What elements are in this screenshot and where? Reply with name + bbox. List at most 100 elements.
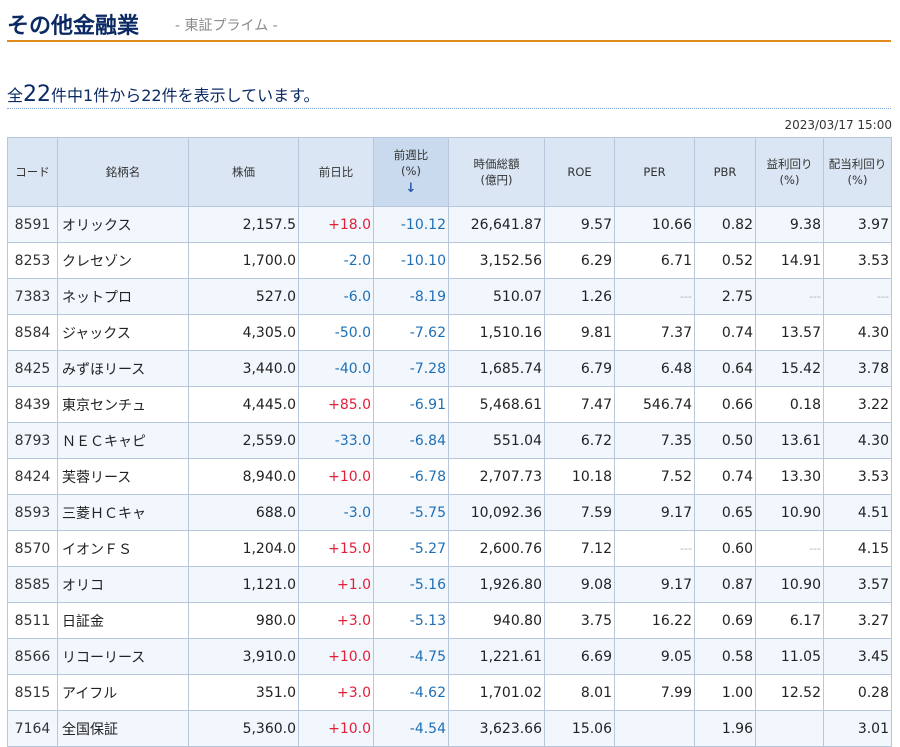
cell-code[interactable]: 8593 — [7, 494, 58, 531]
col-header-day-change[interactable]: 前日比 — [298, 137, 374, 207]
cell-earnings-yield: 13.30 — [755, 458, 824, 495]
cell-code[interactable]: 7383 — [7, 278, 58, 315]
market-subtitle: - 東証プライム - — [175, 18, 278, 34]
table-row[interactable]: 8585 オリコ 1,121.0 +1.0 -5.16 1,926.80 9.08 9.17 0… — [7, 566, 892, 603]
cell-name[interactable]: 三菱ＨＣキャ — [57, 494, 189, 531]
cell-earnings-yield: 15.42 — [755, 350, 824, 387]
table-row[interactable]: 8511 日証金 980.0 +3.0 -5.13 940.80 3.75 16.22 0.69… — [7, 602, 892, 639]
cell-day-change: -6.0 — [298, 278, 374, 315]
cell-dividend-yield: --- — [823, 278, 892, 315]
cell-code[interactable]: 8515 — [7, 674, 58, 711]
col-header-earnings-yield[interactable]: 益利回り (%) — [755, 137, 824, 207]
table-row[interactable]: 8793 ＮＥＣキャピ 2,559.0 -33.0 -6.84 551.04 6.72 7.3… — [7, 422, 892, 459]
cell-pbr: 0.65 — [694, 494, 756, 531]
col-header-roe[interactable]: ROE — [544, 137, 615, 207]
cell-code[interactable]: 7164 — [7, 710, 58, 747]
cell-market-cap: 940.80 — [448, 602, 545, 639]
cell-name[interactable]: リコーリース — [57, 638, 189, 675]
col-header-pbr[interactable]: PBR — [694, 137, 756, 207]
cell-market-cap: 3,152.56 — [448, 242, 545, 279]
col-header-name[interactable]: 銘柄名 — [57, 137, 189, 207]
cell-dividend-yield: 4.51 — [823, 494, 892, 531]
cell-market-cap: 1,685.74 — [448, 350, 545, 387]
cell-name[interactable]: アイフル — [57, 674, 189, 711]
cell-code[interactable]: 8424 — [7, 458, 58, 495]
col-header-per[interactable]: PER — [614, 137, 695, 207]
result-to: 22 — [141, 86, 162, 105]
cell-day-change: +18.0 — [298, 206, 374, 243]
table-row[interactable]: 8425 みずほリース 3,440.0 -40.0 -7.28 1,685.74 6.79 6… — [7, 350, 892, 387]
cell-name[interactable]: ジャックス — [57, 314, 189, 351]
cell-earnings-yield: 10.90 — [755, 494, 824, 531]
cell-roe: 8.01 — [544, 674, 615, 711]
cell-day-change: +1.0 — [298, 566, 374, 603]
cell-name[interactable]: イオンＦＳ — [57, 530, 189, 567]
table-row[interactable]: 8253 クレセゾン 1,700.0 -2.0 -10.10 3,152.56 6.29 6.… — [7, 242, 892, 279]
cell-roe: 9.57 — [544, 206, 615, 243]
cell-code[interactable]: 8253 — [7, 242, 58, 279]
cell-name[interactable]: 全国保証 — [57, 710, 189, 747]
table-row[interactable]: 7383 ネットプロ 527.0 -6.0 -8.19 510.07 1.26 --- 2.75… — [7, 278, 892, 315]
cell-roe: 6.69 — [544, 638, 615, 675]
result-prefix: 全 — [7, 86, 24, 105]
result-total: 22 — [23, 82, 52, 107]
cell-dividend-yield: 0.28 — [823, 674, 892, 711]
table-row[interactable]: 8584 ジャックス 4,305.0 -50.0 -7.62 1,510.16 9.81 7.… — [7, 314, 892, 351]
cell-name[interactable]: クレセゾン — [57, 242, 189, 279]
cell-week-change: -5.27 — [373, 530, 449, 567]
col-header-price[interactable]: 株価 — [188, 137, 299, 207]
cell-code[interactable]: 8566 — [7, 638, 58, 675]
cell-earnings-yield: 12.52 — [755, 674, 824, 711]
table-row[interactable]: 8566 リコーリース 3,910.0 +10.0 -4.75 1,221.61 6.69 9… — [7, 638, 892, 675]
table-row[interactable]: 8515 アイフル 351.0 +3.0 -4.62 1,701.02 8.01 7.99 1.… — [7, 674, 892, 711]
cell-roe: 9.81 — [544, 314, 615, 351]
table-row[interactable]: 8593 三菱ＨＣキャ 688.0 -3.0 -5.75 10,092.36 7.59 9.1… — [7, 494, 892, 531]
cell-name[interactable]: ＮＥＣキャピ — [57, 422, 189, 459]
cell-price: 3,910.0 — [188, 638, 299, 675]
cell-code[interactable]: 8425 — [7, 350, 58, 387]
cell-price: 1,700.0 — [188, 242, 299, 279]
cell-per: 9.05 — [614, 638, 695, 675]
result-count: 全22件中1件から22件を表示しています。 — [7, 82, 891, 109]
cell-code[interactable]: 8570 — [7, 530, 58, 567]
cell-day-change: +85.0 — [298, 386, 374, 423]
cell-roe: 3.75 — [544, 602, 615, 639]
cell-roe: 7.59 — [544, 494, 615, 531]
table-row[interactable]: 8591 オリックス 2,157.5 +18.0 -10.12 26,641.87 9.57… — [7, 206, 892, 243]
col-header-week-change[interactable]: 前週比 (%) ↓ — [373, 137, 449, 207]
col-header-dividend-yield[interactable]: 配当利回り (%) — [823, 137, 892, 207]
cell-name[interactable]: 芙蓉リース — [57, 458, 189, 495]
cell-name[interactable]: 東京センチュ — [57, 386, 189, 423]
cell-code[interactable]: 8511 — [7, 602, 58, 639]
cell-code[interactable]: 8793 — [7, 422, 58, 459]
cell-pbr: 0.66 — [694, 386, 756, 423]
col-header-code[interactable]: コード — [7, 137, 58, 207]
cell-pbr: 0.60 — [694, 530, 756, 567]
cell-name[interactable]: みずほリース — [57, 350, 189, 387]
cell-code[interactable]: 8591 — [7, 206, 58, 243]
cell-code[interactable]: 8439 — [7, 386, 58, 423]
cell-dividend-yield: 4.15 — [823, 530, 892, 567]
table-row[interactable]: 8439 東京センチュ 4,445.0 +85.0 -6.91 5,468.61 7.47 5… — [7, 386, 892, 423]
cell-name[interactable]: 日証金 — [57, 602, 189, 639]
cell-per: 7.52 — [614, 458, 695, 495]
cell-roe: 9.08 — [544, 566, 615, 603]
table-row[interactable]: 8424 芙蓉リース 8,940.0 +10.0 -6.78 2,707.73 10.18 7… — [7, 458, 892, 495]
cell-pbr: 1.00 — [694, 674, 756, 711]
cell-dividend-yield: 3.53 — [823, 458, 892, 495]
cell-name[interactable]: オリコ — [57, 566, 189, 603]
cell-week-change: -6.91 — [373, 386, 449, 423]
cell-name[interactable]: ネットプロ — [57, 278, 189, 315]
cell-name[interactable]: オリックス — [57, 206, 189, 243]
cell-code[interactable]: 8584 — [7, 314, 58, 351]
cell-earnings-yield — [755, 710, 824, 747]
cell-price: 4,305.0 — [188, 314, 299, 351]
table-row[interactable]: 7164 全国保証 5,360.0 +10.0 -4.54 3,623.66 15.06 1.… — [7, 710, 892, 747]
cell-code[interactable]: 8585 — [7, 566, 58, 603]
cell-pbr: 0.58 — [694, 638, 756, 675]
cell-market-cap: 2,707.73 — [448, 458, 545, 495]
table-row[interactable]: 8570 イオンＦＳ 1,204.0 +15.0 -5.27 2,600.76 7.12 --… — [7, 530, 892, 567]
col-header-market-cap[interactable]: 時価総額 (億円) — [448, 137, 545, 207]
cell-day-change: +3.0 — [298, 602, 374, 639]
sort-desc-arrow-icon: ↓ — [405, 181, 417, 196]
